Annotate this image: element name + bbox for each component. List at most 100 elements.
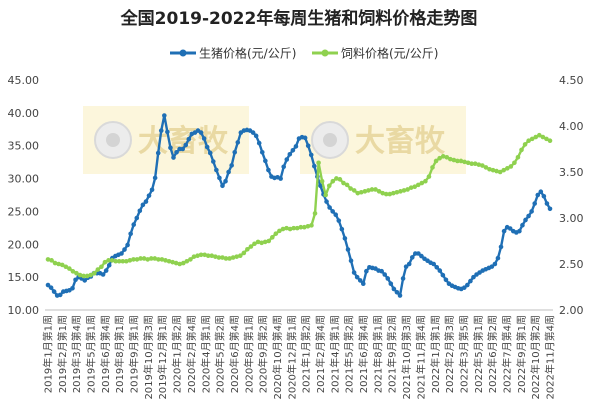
data-point bbox=[547, 206, 553, 212]
x-tick-label: 2022年11月第4周 bbox=[544, 315, 557, 400]
data-point bbox=[131, 257, 136, 262]
data-point bbox=[223, 178, 228, 184]
data-point bbox=[351, 188, 357, 193]
data-point bbox=[541, 194, 547, 199]
data-point bbox=[409, 255, 415, 260]
data-point bbox=[319, 178, 325, 184]
data-point bbox=[91, 270, 97, 276]
data-point bbox=[149, 187, 155, 193]
data-point bbox=[229, 163, 234, 168]
x-tick-label: 2020年12月第1周 bbox=[285, 315, 298, 400]
data-point bbox=[168, 145, 173, 150]
legend-feed-marker bbox=[321, 49, 329, 57]
data-point bbox=[45, 257, 51, 262]
data-point bbox=[526, 138, 531, 144]
watermark-text: 大畜牧 bbox=[138, 124, 229, 159]
data-point bbox=[334, 176, 339, 181]
data-point bbox=[252, 241, 257, 247]
data-point bbox=[284, 157, 290, 162]
data-point bbox=[278, 176, 283, 181]
data-point bbox=[336, 218, 342, 223]
x-tick-label: 2021年9月第2周 bbox=[386, 315, 399, 393]
right-tick-label: 4.00 bbox=[559, 120, 584, 133]
data-point bbox=[155, 150, 161, 156]
data-point bbox=[406, 261, 412, 267]
data-point bbox=[348, 258, 354, 264]
data-point bbox=[204, 144, 210, 150]
data-point bbox=[73, 277, 78, 283]
data-point bbox=[180, 260, 186, 266]
x-tick-label: 2020年5月第2周 bbox=[214, 315, 227, 393]
data-point bbox=[188, 257, 193, 262]
data-point bbox=[102, 259, 108, 265]
data-point bbox=[162, 113, 167, 118]
data-point bbox=[400, 276, 406, 281]
data-point bbox=[226, 169, 231, 175]
data-point bbox=[397, 293, 403, 298]
data-point bbox=[284, 225, 289, 231]
data-point bbox=[120, 258, 126, 264]
data-point bbox=[156, 257, 161, 262]
data-point bbox=[152, 175, 158, 181]
x-tick-label: 2021年11月第4周 bbox=[414, 315, 427, 400]
watermark-1: 大畜牧 bbox=[83, 106, 249, 174]
x-tick-label: 2019年5月第1周 bbox=[85, 315, 98, 393]
legend-pig-label: 生猪价格(元/公斤) bbox=[199, 46, 296, 61]
data-point bbox=[526, 213, 531, 219]
data-point bbox=[51, 289, 57, 294]
data-point bbox=[170, 259, 175, 265]
data-point bbox=[230, 255, 236, 260]
data-point bbox=[232, 149, 238, 155]
data-point bbox=[302, 135, 308, 141]
data-point bbox=[191, 254, 197, 259]
data-point bbox=[125, 242, 130, 248]
watermark-logo-dot bbox=[323, 133, 337, 147]
data-point bbox=[532, 201, 537, 206]
legend-feed-label: 饲料价格(元/公斤) bbox=[341, 46, 438, 61]
data-point bbox=[84, 273, 90, 279]
data-point bbox=[262, 239, 268, 245]
data-point bbox=[214, 167, 219, 173]
data-point bbox=[345, 247, 351, 252]
data-point bbox=[495, 255, 501, 261]
data-point bbox=[330, 209, 335, 214]
left-y-axis: 10.00 15.00 20.00 25.00 30.00 35.00 40.00 45.00 bbox=[8, 74, 553, 317]
right-tick-label: 2.50 bbox=[559, 258, 584, 271]
data-point bbox=[70, 286, 75, 291]
data-point bbox=[366, 188, 371, 193]
data-point bbox=[88, 272, 94, 278]
data-point bbox=[465, 282, 470, 288]
data-point bbox=[430, 165, 435, 170]
data-point bbox=[99, 264, 104, 270]
data-point bbox=[63, 264, 69, 270]
data-point bbox=[333, 212, 339, 218]
data-point bbox=[483, 165, 489, 170]
data-point bbox=[134, 257, 140, 262]
data-point bbox=[540, 134, 546, 140]
data-point bbox=[305, 143, 311, 149]
data-point bbox=[198, 130, 204, 135]
data-point bbox=[517, 228, 522, 234]
data-point bbox=[544, 201, 550, 206]
data-point bbox=[355, 190, 361, 196]
data-point bbox=[177, 261, 183, 267]
data-point bbox=[391, 286, 397, 292]
x-tick-label: 2020年10月第4周 bbox=[271, 315, 284, 400]
data-point bbox=[476, 162, 482, 167]
data-point bbox=[277, 228, 282, 234]
data-point bbox=[122, 247, 127, 252]
right-tick-label: 3.50 bbox=[559, 166, 584, 179]
data-point bbox=[287, 151, 293, 157]
data-point bbox=[171, 155, 176, 160]
data-point bbox=[245, 246, 250, 252]
data-point bbox=[431, 261, 436, 267]
data-point bbox=[419, 180, 425, 186]
x-tick-label: 2021年6月第4周 bbox=[357, 315, 370, 393]
x-tick-label: 2019年8月第1周 bbox=[113, 315, 126, 393]
data-point bbox=[537, 132, 542, 138]
x-tick-label: 2022年9月第1周 bbox=[515, 315, 528, 393]
x-tick-label: 2020年6月第4周 bbox=[228, 315, 241, 393]
data-point bbox=[480, 163, 485, 168]
data-point bbox=[234, 254, 239, 259]
